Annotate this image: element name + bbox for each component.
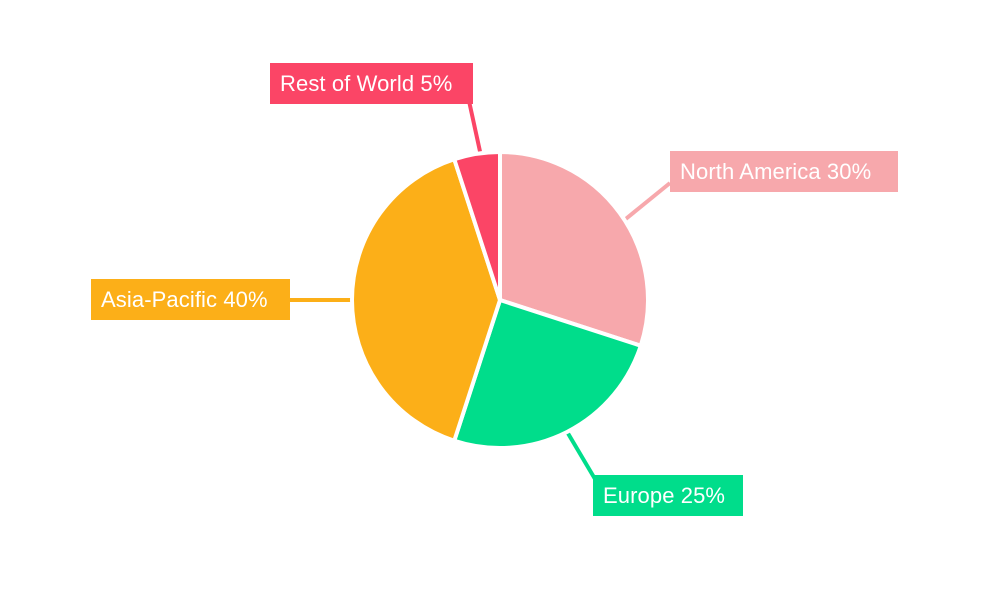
pie-label-north-america-text: North America 30% — [680, 158, 872, 184]
leader-lines — [288, 100, 672, 481]
pie-slices — [350, 149, 650, 450]
pie-label-rest-of-world-text: Rest of World 5% — [280, 70, 453, 96]
pie-slice-asia-pacific[interactable] — [350, 156, 503, 444]
pie-slice-north-america[interactable] — [498, 149, 650, 349]
leader-line-north-america — [620, 181, 672, 224]
pie-label-asia-pacific[interactable]: Asia-Pacific 40% — [91, 279, 290, 320]
pie-slice-europe[interactable] — [451, 297, 644, 450]
pie-label-europe-text: Europe 25% — [603, 482, 726, 508]
pie-slice-rest-of-world[interactable] — [451, 149, 502, 301]
leader-line-rest-of-world — [467, 100, 483, 157]
leader-line-europe — [564, 428, 597, 481]
pie-label-europe[interactable]: Europe 25% — [593, 475, 743, 516]
pie-label-asia-pacific-text: Asia-Pacific 40% — [101, 286, 268, 312]
pie-label-north-america[interactable]: North America 30% — [670, 151, 898, 192]
pie-label-rest-of-world[interactable]: Rest of World 5% — [270, 63, 473, 104]
